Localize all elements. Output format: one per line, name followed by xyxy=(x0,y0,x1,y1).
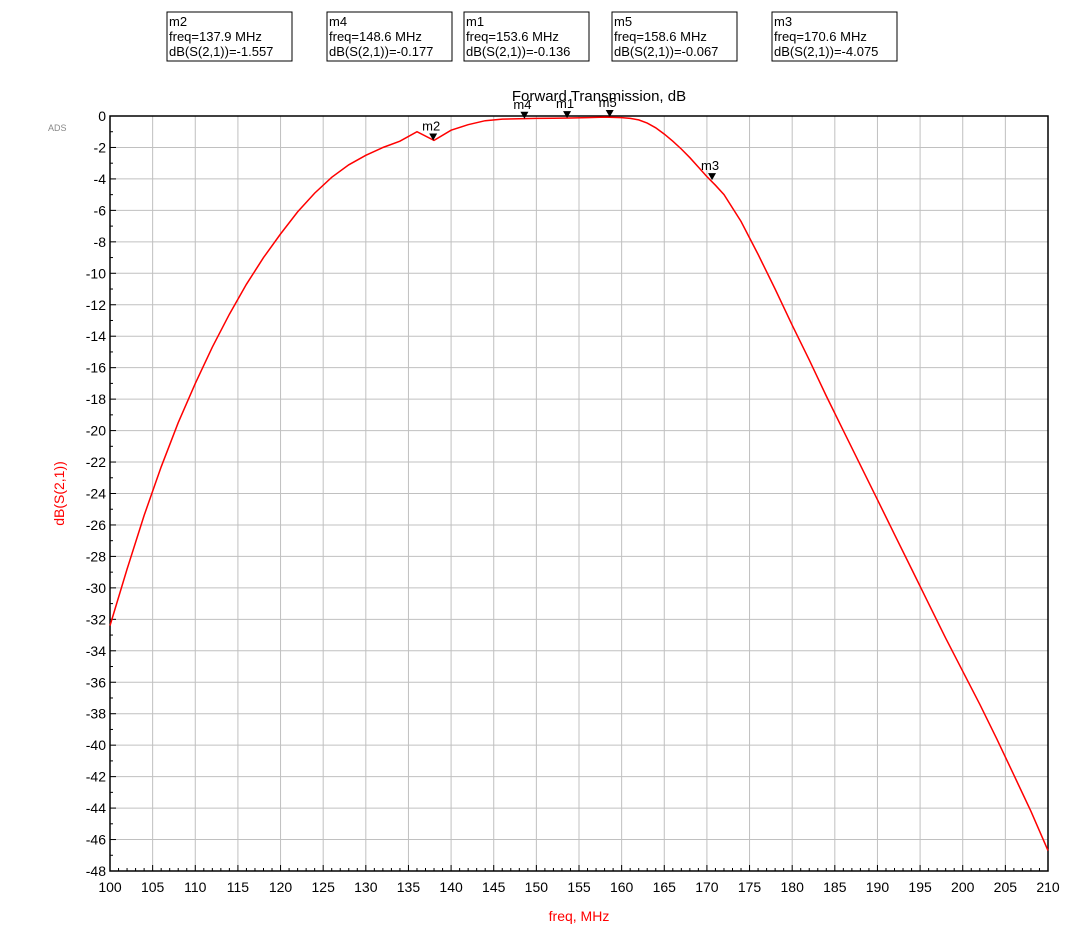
x-tick-label: 160 xyxy=(610,879,634,895)
marker-m3-label: m3 xyxy=(701,158,719,173)
x-axis-label: freq, MHz xyxy=(549,908,610,924)
marker-readout-box xyxy=(326,11,453,62)
watermark: ADS xyxy=(48,123,67,133)
marker-m4-label: m4 xyxy=(513,97,531,112)
y-tick-label: -18 xyxy=(86,391,106,407)
marker-readout-box xyxy=(463,11,590,62)
x-tick-label: 100 xyxy=(98,879,122,895)
marker-readout-name: m5 xyxy=(614,14,632,29)
x-tick-label: 110 xyxy=(184,879,207,895)
x-tick-label: 150 xyxy=(525,879,549,895)
x-tick-label: 125 xyxy=(312,879,336,895)
marker-m2-label: m2 xyxy=(422,118,440,133)
y-tick-label: 0 xyxy=(98,108,106,124)
marker-readout-freq: freq=148.6 MHz xyxy=(329,29,422,44)
y-tick-label: -36 xyxy=(86,674,106,690)
y-tick-label: -44 xyxy=(86,800,106,816)
x-tick-label: 210 xyxy=(1036,879,1060,895)
x-tick-label: 175 xyxy=(738,879,762,895)
marker-readout-value: dB(S(2,1))=-0.177 xyxy=(329,44,433,59)
y-tick-label: -26 xyxy=(86,517,106,533)
marker-readout-name: m3 xyxy=(774,14,792,29)
y-tick-label: -40 xyxy=(86,737,106,753)
marker-readout-name: m4 xyxy=(329,14,347,29)
x-tick-label: 170 xyxy=(695,879,719,895)
y-tick-label: -30 xyxy=(86,580,106,596)
x-tick-label: 190 xyxy=(866,879,890,895)
x-tick-label: 145 xyxy=(482,879,506,895)
x-tick-label: 195 xyxy=(908,879,932,895)
x-tick-label: 105 xyxy=(141,879,165,895)
x-tick-label: 115 xyxy=(227,879,250,895)
marker-m4-icon xyxy=(520,111,529,119)
chart-title: Forward Transmission, dB xyxy=(512,88,686,105)
plot-frame xyxy=(109,115,1049,872)
marker-m2-icon xyxy=(429,133,438,141)
marker-readout-value: dB(S(2,1))=-1.557 xyxy=(169,44,273,59)
y-tick-label: -22 xyxy=(86,454,106,470)
y-tick-label: -46 xyxy=(86,832,106,848)
marker-readout-freq: freq=137.9 MHz xyxy=(169,29,262,44)
x-tick-label: 140 xyxy=(439,879,463,895)
x-tick-label: 135 xyxy=(397,879,421,895)
x-tick-label: 180 xyxy=(781,879,805,895)
y-tick-label: -32 xyxy=(86,611,106,627)
x-tick-label: 205 xyxy=(994,879,1018,895)
marker-m1-icon xyxy=(563,111,572,119)
marker-readout-value: dB(S(2,1))=-4.075 xyxy=(774,44,878,59)
marker-readout-freq: freq=170.6 MHz xyxy=(774,29,867,44)
marker-m1-label: m1 xyxy=(556,96,574,111)
y-tick-label: -10 xyxy=(86,265,106,281)
marker-readout-box xyxy=(166,11,293,62)
y-axis-label: dB(S(2,1)) xyxy=(51,461,67,526)
x-tick-label: 120 xyxy=(269,879,293,895)
marker-readout-box xyxy=(771,11,898,62)
y-tick-label: -12 xyxy=(86,297,106,313)
y-tick-label: -42 xyxy=(86,769,106,785)
x-tick-label: 130 xyxy=(354,879,378,895)
marker-readout-value: dB(S(2,1))=-0.067 xyxy=(614,44,718,59)
marker-readout-box xyxy=(611,11,738,62)
y-tick-label: -4 xyxy=(94,171,107,187)
marker-m5-label: m5 xyxy=(599,95,617,110)
marker-readout-value: dB(S(2,1))=-0.136 xyxy=(466,44,570,59)
y-tick-label: -6 xyxy=(94,202,107,218)
x-tick-label: 185 xyxy=(823,879,847,895)
series-line-0 xyxy=(109,116,1049,851)
y-tick-label: -28 xyxy=(86,548,106,564)
y-tick-label: -38 xyxy=(86,706,106,722)
x-tick-label: 165 xyxy=(653,879,677,895)
y-tick-label: -16 xyxy=(86,360,106,376)
marker-m3-icon xyxy=(708,173,717,181)
marker-readout-freq: freq=153.6 MHz xyxy=(466,29,559,44)
y-tick-label: -8 xyxy=(94,234,107,250)
y-tick-label: -14 xyxy=(86,328,106,344)
marker-m5-icon xyxy=(605,110,614,118)
y-tick-label: -20 xyxy=(86,423,106,439)
y-tick-label: -48 xyxy=(86,863,106,879)
x-tick-label: 155 xyxy=(567,879,591,895)
y-tick-label: -2 xyxy=(94,139,107,155)
x-tick-label: 200 xyxy=(951,879,975,895)
y-tick-label: -24 xyxy=(86,486,106,502)
y-tick-label: -34 xyxy=(86,643,106,659)
marker-readout-name: m1 xyxy=(466,14,484,29)
marker-readout-name: m2 xyxy=(169,14,187,29)
marker-readout-freq: freq=158.6 MHz xyxy=(614,29,707,44)
